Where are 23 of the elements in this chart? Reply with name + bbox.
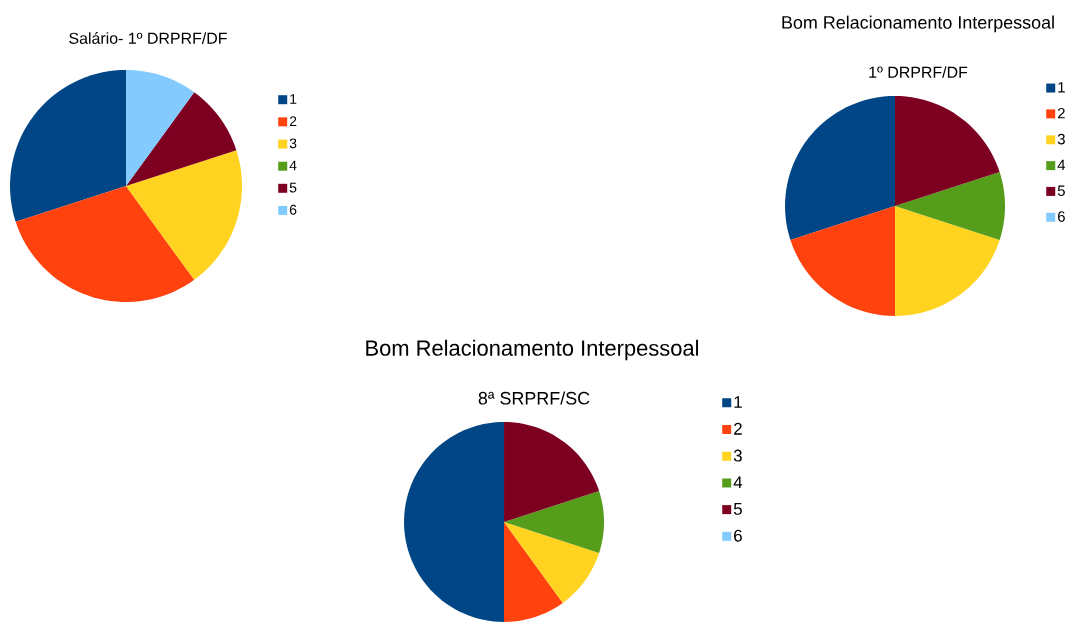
legend-label: 1 [1058, 82, 1065, 93]
legend-label: 3 [733, 449, 742, 462]
legend-label: 5 [1057, 185, 1065, 196]
chart-subtitle: 1º DRPRF/DF [869, 66, 968, 78]
legend-label: 5 [733, 503, 742, 515]
chart-title: Bom Relacionamento Interpessoal [782, 15, 1054, 33]
legend-label: 1 [290, 94, 297, 104]
legend-label: 1 [734, 396, 742, 408]
legend-label: 2 [289, 116, 297, 126]
chart-subtitle: 8ª SRPRF/SC [478, 391, 590, 405]
legend-label: 2 [1057, 107, 1065, 119]
legend-label: 2 [734, 422, 742, 435]
legend-label: 5 [289, 182, 297, 193]
chart-title: Salário- 1º DRPRF/DF [69, 32, 227, 44]
legend-label: 6 [734, 529, 742, 542]
legend-label: 4 [1057, 159, 1066, 171]
legend-label: 6 [289, 204, 297, 215]
legend-label: 6 [1057, 211, 1065, 222]
legend-label: 3 [289, 138, 297, 149]
legend-label: 3 [1057, 133, 1065, 145]
chart-title: Bom Relacionamento Interpessoal [366, 339, 699, 361]
legend-label: 4 [289, 160, 297, 171]
legend-label: 4 [733, 476, 743, 489]
